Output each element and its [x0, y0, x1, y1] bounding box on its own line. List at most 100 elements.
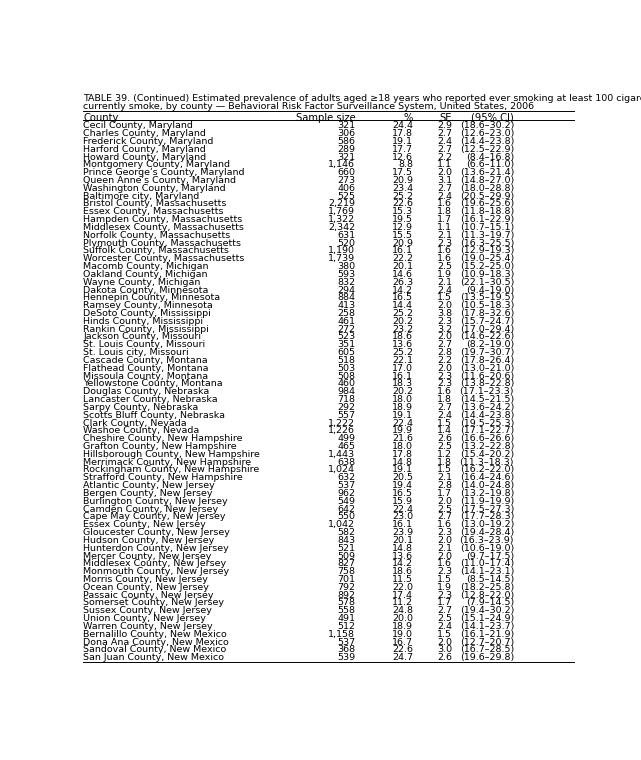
Text: Macomb County, Michigan: Macomb County, Michigan: [83, 262, 209, 271]
Text: 2.7: 2.7: [437, 144, 452, 154]
Text: 642: 642: [337, 505, 355, 514]
Text: 20.9: 20.9: [392, 176, 413, 185]
Text: 17.8: 17.8: [392, 450, 413, 459]
Text: (13.2–19.8): (13.2–19.8): [460, 489, 514, 498]
Text: (13.6–21.4): (13.6–21.4): [460, 168, 514, 177]
Text: Gloucester County, New Jersey: Gloucester County, New Jersey: [83, 528, 230, 537]
Text: 2.3: 2.3: [437, 528, 452, 537]
Text: 605: 605: [337, 348, 355, 357]
Text: Sandoval County, New Mexico: Sandoval County, New Mexico: [83, 645, 226, 654]
Text: 962: 962: [337, 489, 355, 498]
Text: (14.0–24.8): (14.0–24.8): [460, 481, 514, 490]
Text: 586: 586: [337, 137, 355, 146]
Text: Bristol County, Massachusetts: Bristol County, Massachusetts: [83, 199, 227, 208]
Text: 23.0: 23.0: [392, 512, 413, 521]
Text: 13.6: 13.6: [392, 340, 413, 350]
Text: DeSoto County, Mississippi: DeSoto County, Mississippi: [83, 309, 211, 318]
Text: 1.6: 1.6: [437, 255, 452, 263]
Text: 1.6: 1.6: [437, 559, 452, 568]
Text: 2.4: 2.4: [437, 622, 452, 631]
Text: 16.7: 16.7: [392, 638, 413, 647]
Text: 22.2: 22.2: [392, 255, 413, 263]
Text: 537: 537: [337, 481, 355, 490]
Text: 1.1: 1.1: [437, 223, 452, 232]
Text: 1.5: 1.5: [437, 630, 452, 638]
Text: 18.6: 18.6: [392, 567, 413, 576]
Text: 273: 273: [337, 176, 355, 185]
Text: Atlantic County, New Jersey: Atlantic County, New Jersey: [83, 481, 215, 490]
Text: 465: 465: [337, 442, 355, 451]
Text: 1.7: 1.7: [437, 215, 452, 224]
Text: (14.1–23.7): (14.1–23.7): [460, 622, 514, 631]
Text: (15.1–24.9): (15.1–24.9): [460, 614, 514, 623]
Text: 19.1: 19.1: [392, 410, 413, 420]
Text: (22.1–30.5): (22.1–30.5): [460, 277, 514, 287]
Text: 2.8: 2.8: [437, 348, 452, 357]
Text: (10.6–19.0): (10.6–19.0): [460, 543, 514, 553]
Text: Clark County, Nevada: Clark County, Nevada: [83, 419, 187, 428]
Text: 3.2: 3.2: [437, 325, 452, 334]
Text: Charles County, Maryland: Charles County, Maryland: [83, 129, 206, 138]
Text: 2.3: 2.3: [437, 567, 452, 576]
Text: 2.1: 2.1: [437, 473, 452, 483]
Text: St. Louis city, Missouri: St. Louis city, Missouri: [83, 348, 189, 357]
Text: 3.1: 3.1: [437, 176, 452, 185]
Text: 549: 549: [337, 497, 355, 505]
Text: 406: 406: [337, 184, 355, 193]
Text: Baltimore city, Maryland: Baltimore city, Maryland: [83, 192, 199, 201]
Text: (14.1–23.1): (14.1–23.1): [460, 567, 514, 576]
Text: 550: 550: [337, 512, 355, 521]
Text: Suffolk County, Massachusetts: Suffolk County, Massachusetts: [83, 246, 229, 255]
Text: 16.1: 16.1: [392, 372, 413, 381]
Text: 26.3: 26.3: [392, 277, 413, 287]
Text: (19.5–25.3): (19.5–25.3): [460, 419, 514, 428]
Text: Strafford County, New Hampshire: Strafford County, New Hampshire: [83, 473, 243, 483]
Text: 1.6: 1.6: [437, 520, 452, 529]
Text: 518: 518: [337, 356, 355, 365]
Text: 2.3: 2.3: [437, 239, 452, 248]
Text: (19.0–25.4): (19.0–25.4): [460, 255, 514, 263]
Text: Hudson County, New Jersey: Hudson County, New Jersey: [83, 536, 215, 545]
Text: 22.1: 22.1: [392, 356, 413, 365]
Text: (16.7–28.5): (16.7–28.5): [460, 645, 514, 654]
Text: 508: 508: [337, 372, 355, 381]
Text: 1.5: 1.5: [437, 419, 452, 428]
Text: 1.6: 1.6: [437, 387, 452, 396]
Text: 19.0: 19.0: [392, 630, 413, 638]
Text: 525: 525: [337, 192, 355, 201]
Text: 1.7: 1.7: [437, 489, 452, 498]
Text: 321: 321: [337, 153, 355, 162]
Text: (12.5–22.9): (12.5–22.9): [460, 144, 514, 154]
Text: 12.6: 12.6: [392, 153, 413, 162]
Text: Burlington County, New Jersey: Burlington County, New Jersey: [83, 497, 228, 505]
Text: 2.5: 2.5: [437, 442, 452, 451]
Text: 22.6: 22.6: [392, 645, 413, 654]
Text: 368: 368: [337, 645, 355, 654]
Text: Prince Georgeʹs County, Maryland: Prince Georgeʹs County, Maryland: [83, 168, 245, 177]
Text: (16.2–22.0): (16.2–22.0): [460, 465, 514, 474]
Text: (11.3–18.3): (11.3–18.3): [460, 458, 514, 467]
Text: 2.6: 2.6: [437, 434, 452, 443]
Text: 503: 503: [337, 364, 355, 372]
Text: 17.4: 17.4: [392, 591, 413, 600]
Text: Rankin County, Mississippi: Rankin County, Mississippi: [83, 325, 209, 334]
Text: 2.7: 2.7: [437, 606, 452, 616]
Text: (8.2–19.0): (8.2–19.0): [466, 340, 514, 350]
Text: 491: 491: [337, 614, 355, 623]
Text: 3.8: 3.8: [437, 309, 452, 318]
Text: (12.7–20.7): (12.7–20.7): [460, 638, 514, 647]
Text: (11.8–18.8): (11.8–18.8): [460, 207, 514, 217]
Text: 2.0: 2.0: [437, 497, 452, 505]
Text: (20.5–29.9): (20.5–29.9): [460, 192, 514, 201]
Text: 14.8: 14.8: [392, 543, 413, 553]
Text: Lancaster County, Nebraska: Lancaster County, Nebraska: [83, 395, 218, 404]
Text: 19.1: 19.1: [392, 465, 413, 474]
Text: 1,222: 1,222: [328, 419, 355, 428]
Text: 15.3: 15.3: [392, 207, 413, 217]
Text: Rockingham County, New Hampshire: Rockingham County, New Hampshire: [83, 465, 260, 474]
Text: 2.4: 2.4: [437, 192, 452, 201]
Text: 16.1: 16.1: [392, 246, 413, 255]
Text: 1,769: 1,769: [328, 207, 355, 217]
Text: (14.4–23.8): (14.4–23.8): [460, 137, 514, 146]
Text: 25.2: 25.2: [392, 348, 413, 357]
